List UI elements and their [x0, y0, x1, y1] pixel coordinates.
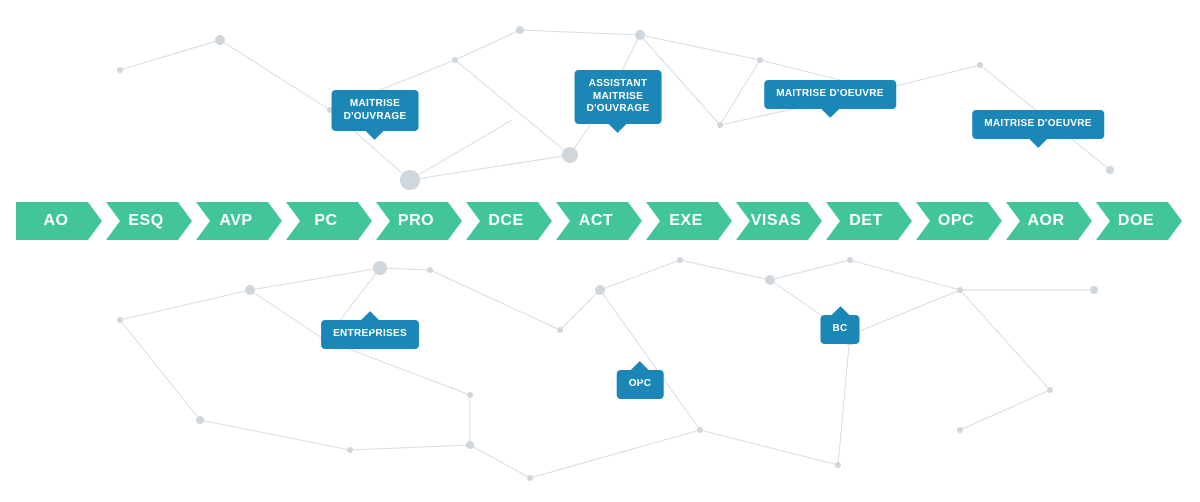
phase-chevron: DOE: [1096, 202, 1186, 240]
phase-chevron: AO: [16, 202, 106, 240]
phase-chevron: PRO: [376, 202, 466, 240]
phase-chevron: AVP: [196, 202, 286, 240]
role-tag-entreprises: ENTREPRISES: [321, 320, 419, 349]
phase-chevron: PC: [286, 202, 376, 240]
phase-chevron: AOR: [1006, 202, 1096, 240]
phase-chevron: ESQ: [106, 202, 196, 240]
role-tag-assistant-maitrise-ouvrage: ASSISTANT MAITRISE D'OUVRAGE: [575, 70, 662, 124]
phase-chevron: ACT: [556, 202, 646, 240]
phase-chevron: DET: [826, 202, 916, 240]
role-tag-maitrise-oeuvre-1: MAITRISE D'OEUVRE: [764, 80, 896, 109]
phase-chevron: DCE: [466, 202, 556, 240]
role-tag-maitrise-oeuvre-2: MAITRISE D'OEUVRE: [972, 110, 1104, 139]
phase-chevron: OPC: [916, 202, 1006, 240]
role-tag-bc: BC: [820, 315, 859, 344]
phase-chevron: EXE: [646, 202, 736, 240]
role-tag-maitrise-ouvrage: MAITRISE D'OUVRAGE: [332, 90, 419, 131]
phase-chevron: VISAS: [736, 202, 826, 240]
diagram-canvas: AOESQAVPPCPRODCEACTEXEVISASDETOPCAORDOE …: [0, 0, 1200, 502]
role-tag-opc: OPC: [617, 370, 664, 399]
phase-chevron-row: AOESQAVPPCPRODCEACTEXEVISASDETOPCAORDOE: [16, 202, 1186, 240]
